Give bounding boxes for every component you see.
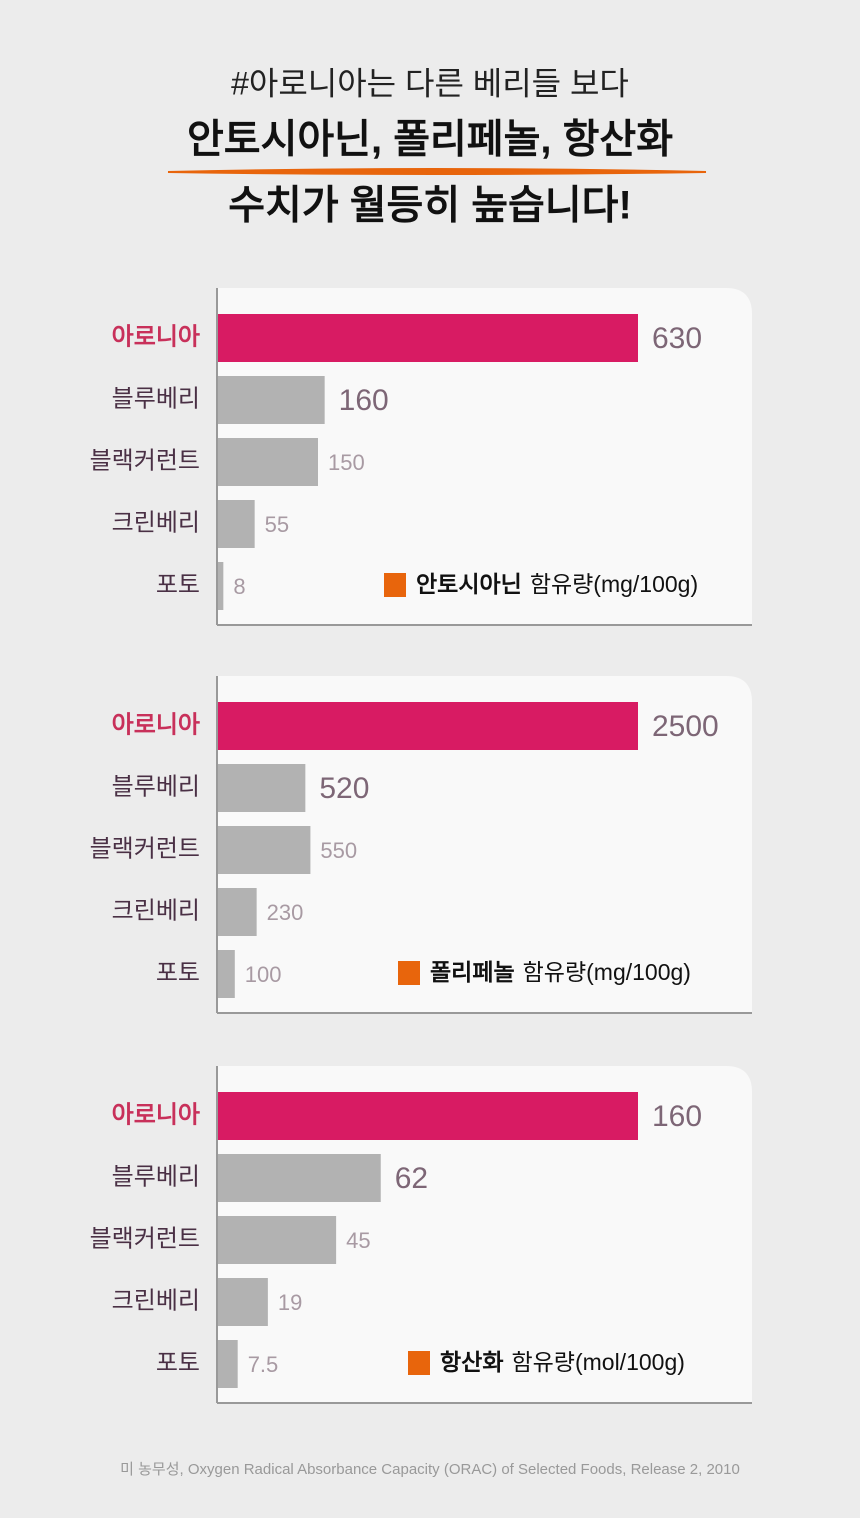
value-label: 55 (265, 512, 289, 537)
value-label: 160 (652, 1100, 702, 1133)
legend-unit: 함유량(mol/100g) (511, 1349, 684, 1375)
value-label: 100 (245, 962, 282, 987)
panel (218, 676, 752, 1013)
legend-series-name: 항산화 (440, 1349, 503, 1375)
underline (167, 168, 707, 175)
value-label: 550 (320, 838, 357, 863)
bar (218, 1092, 638, 1140)
legend-series-name: 안토시아닌 (416, 571, 522, 597)
bar (218, 562, 224, 610)
bar (218, 950, 235, 998)
value-label: 2500 (652, 710, 719, 743)
legend-label: 항산화 함유량(mol/100g) (440, 1349, 685, 1375)
category-label: 아로니아 (112, 1101, 200, 1128)
legend-swatch (408, 1351, 430, 1375)
legend-label: 폴리페놀 함유량(mg/100g) (430, 959, 691, 985)
category-label: 아로니아 (112, 323, 200, 350)
category-label: 블랙커런트 (90, 835, 200, 862)
category-label: 블랙커런트 (90, 1225, 200, 1252)
header-line: #아로니아는 다른 베리들 보다 (231, 65, 629, 101)
value-label: 7.5 (248, 1352, 279, 1377)
category-label: 포토 (156, 1349, 200, 1376)
panel (218, 1066, 752, 1403)
category-label: 포토 (156, 571, 200, 598)
category-label: 블루베리 (112, 1163, 200, 1190)
bar (218, 376, 325, 424)
value-label: 19 (278, 1290, 302, 1315)
bar (218, 888, 257, 936)
value-label: 230 (267, 900, 304, 925)
panel (218, 288, 752, 625)
category-label: 크린베리 (112, 509, 200, 536)
legend-unit: 함유량(mg/100g) (530, 571, 698, 597)
value-label: 45 (346, 1228, 370, 1253)
bar (218, 1154, 381, 1202)
value-label: 150 (328, 450, 365, 475)
bar (218, 764, 306, 812)
category-label: 포토 (156, 959, 200, 986)
legend-swatch (384, 573, 406, 597)
header-line: 수치가 월등히 높습니다! (228, 184, 632, 228)
value-label: 62 (395, 1162, 428, 1195)
value-label: 630 (652, 322, 702, 355)
category-label: 블루베리 (112, 385, 200, 412)
category-label: 아로니아 (112, 711, 200, 738)
bar (218, 702, 638, 750)
bar (218, 826, 311, 874)
bar (218, 500, 255, 548)
category-label: 블랙커런트 (90, 447, 200, 474)
legend-series-name: 폴리페놀 (430, 959, 515, 985)
bar (218, 1278, 268, 1326)
bar (218, 438, 318, 486)
category-label: 크린베리 (112, 897, 200, 924)
value-label: 160 (339, 384, 389, 417)
legend-label: 안토시아닌 함유량(mg/100g) (416, 571, 698, 597)
value-label: 8 (233, 574, 245, 599)
category-label: 블루베리 (112, 773, 200, 800)
category-label: 크린베리 (112, 1287, 200, 1314)
header-line: 안토시아닌, 폴리페놀, 항산화 (187, 118, 673, 162)
bar (218, 1216, 337, 1264)
value-label: 520 (319, 772, 369, 805)
bar (218, 314, 638, 362)
legend-unit: 함유량(mg/100g) (523, 959, 691, 985)
footnote: 미 농무성, Oxygen Radical Absorbance Capacit… (120, 1461, 740, 1478)
bar (218, 1340, 238, 1388)
legend-swatch (398, 961, 420, 985)
